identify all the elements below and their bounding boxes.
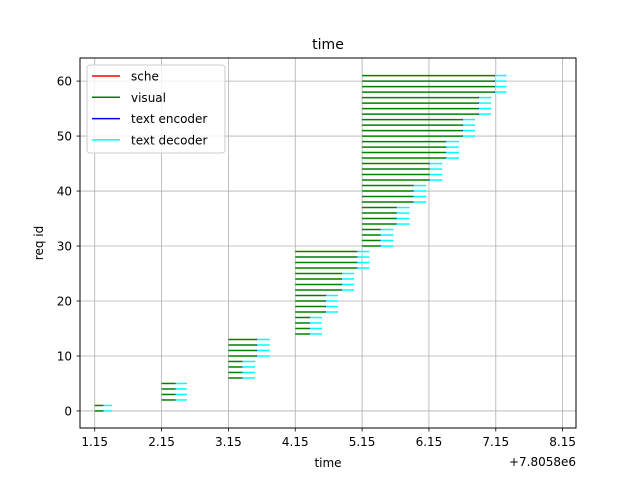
y-tick-label: 60 [57, 75, 72, 89]
x-tick-label: 1.15 [81, 435, 108, 449]
y-tick-label: 40 [57, 185, 72, 199]
x-tick-label: 8.15 [549, 435, 576, 449]
x-axis-label: time [314, 456, 341, 470]
x-tick-label: 6.15 [416, 435, 443, 449]
legend-label: text encoder [131, 112, 207, 126]
x-tick-label: 2.15 [148, 435, 175, 449]
y-tick-label: 50 [57, 130, 72, 144]
legend-label: text decoder [131, 133, 207, 147]
x-offset-label: +7.8058e6 [509, 455, 576, 469]
legend-label: sche [131, 70, 159, 84]
chart-title: time [312, 37, 344, 53]
axes-frame [79, 57, 577, 429]
y-tick-label: 10 [57, 349, 72, 363]
bars [94, 74, 507, 412]
x-tick-label: 7.15 [482, 435, 509, 449]
x-tick-label: 5.15 [349, 435, 376, 449]
legend-label: visual [131, 91, 166, 105]
y-tick-label: 20 [57, 295, 72, 309]
y-axis-label: req id [32, 226, 46, 260]
legend: sche visual text encoder text decoder [86, 64, 226, 154]
x-tick-label: 3.15 [215, 435, 242, 449]
x-tick-label: 4.15 [282, 435, 309, 449]
y-tick-label: 0 [64, 404, 72, 418]
legend-box [86, 64, 226, 154]
ticks: 1.15 2.15 3.15 4.15 5.15 6.15 7.15 8.15 0 10 20 30 4… [57, 75, 576, 449]
y-tick-label: 30 [57, 240, 72, 254]
